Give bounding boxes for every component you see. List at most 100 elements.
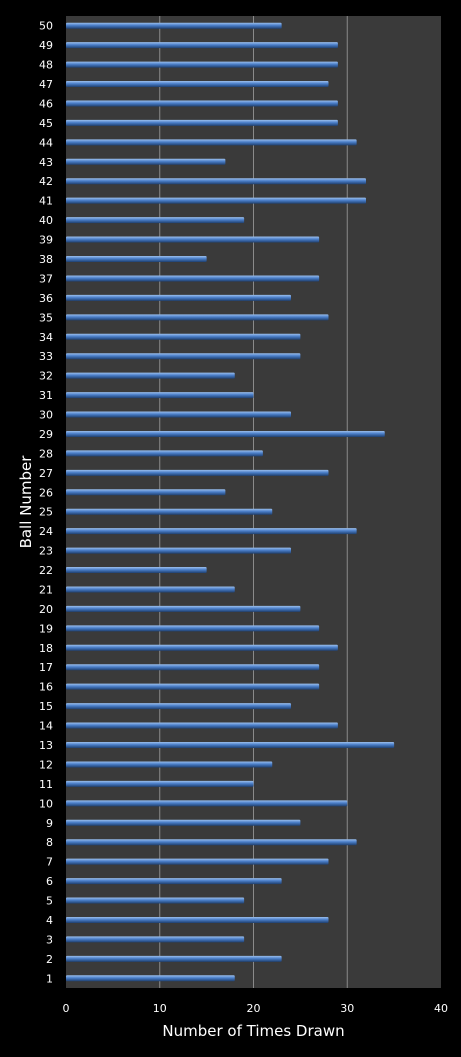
y-tick-label: 27: [39, 467, 53, 480]
y-tick-label: 36: [39, 292, 53, 305]
y-tick-label: 37: [39, 272, 53, 285]
y-tick-label: 46: [39, 97, 53, 110]
bar: [66, 333, 301, 340]
bar: [66, 916, 329, 923]
y-tick-label: 50: [39, 20, 53, 33]
bar: [66, 61, 338, 68]
y-tick-label: 48: [39, 59, 53, 72]
y-tick-label: 20: [39, 603, 53, 616]
y-tick-labels: 1234567891011121314151617181920212223242…: [39, 20, 53, 986]
bar: [66, 42, 338, 49]
y-tick-label: 28: [39, 447, 53, 460]
x-tick-label: 30: [340, 1002, 354, 1015]
y-tick-label: 26: [39, 486, 53, 499]
y-tick-label: 43: [39, 156, 53, 169]
bar: [66, 314, 329, 321]
bar: [66, 489, 226, 496]
bar: [66, 178, 366, 185]
y-tick-label: 41: [39, 195, 53, 208]
bar: [66, 392, 254, 399]
y-tick-label: 42: [39, 175, 53, 188]
y-tick-label: 15: [39, 700, 53, 713]
y-tick-label: 44: [39, 136, 53, 149]
bar: [66, 411, 291, 418]
y-tick-label: 34: [39, 331, 53, 344]
y-tick-label: 31: [39, 389, 53, 402]
bar: [66, 139, 357, 146]
bar: [66, 294, 291, 301]
y-tick-label: 6: [46, 875, 53, 888]
y-tick-label: 16: [39, 681, 53, 694]
y-tick-label: 5: [46, 895, 53, 908]
y-tick-label: 12: [39, 758, 53, 771]
bar: [66, 878, 282, 885]
bar: [66, 469, 329, 476]
y-tick-label: 14: [39, 720, 53, 733]
y-tick-label: 4: [46, 914, 53, 927]
bar: [66, 780, 254, 787]
y-tick-label: 40: [39, 214, 53, 227]
y-axis-title: Ball Number: [17, 455, 35, 549]
bar: [66, 508, 273, 515]
y-tick-label: 24: [39, 525, 53, 538]
bar: [66, 528, 357, 535]
y-tick-label: 23: [39, 545, 53, 558]
bar: [66, 605, 301, 612]
y-tick-label: 9: [46, 817, 53, 830]
bar: [66, 625, 320, 632]
bar: [66, 644, 338, 651]
y-tick-label: 11: [39, 778, 53, 791]
y-tick-label: 17: [39, 661, 53, 674]
bar: [66, 158, 226, 165]
x-tick-label: 10: [153, 1002, 167, 1015]
y-tick-label: 2: [46, 953, 53, 966]
y-tick-label: 13: [39, 739, 53, 752]
bar: [66, 236, 320, 243]
bar: [66, 664, 320, 671]
y-tick-label: 32: [39, 370, 53, 383]
y-tick-label: 21: [39, 583, 53, 596]
bar: [66, 955, 282, 962]
y-tick-label: 29: [39, 428, 53, 441]
y-tick-label: 33: [39, 350, 53, 363]
x-tick-labels: 0 10 20 30 40: [63, 1002, 449, 1015]
bar: [66, 703, 291, 710]
bar: [66, 819, 301, 826]
y-tick-label: 49: [39, 39, 53, 52]
bar: [66, 683, 320, 690]
y-tick-label: 8: [46, 836, 53, 849]
bar: [66, 936, 245, 943]
x-axis-title: Number of Times Drawn: [162, 1022, 344, 1040]
y-tick-label: 3: [46, 933, 53, 946]
bar: [66, 100, 338, 107]
bar: [66, 722, 338, 729]
bar: [66, 197, 366, 204]
bar: [66, 547, 291, 554]
y-tick-label: 1: [46, 972, 53, 985]
y-tick-label: 38: [39, 253, 53, 266]
bar: [66, 430, 385, 437]
bar: [66, 839, 357, 846]
y-tick-label: 45: [39, 117, 53, 130]
x-tick-label: 0: [63, 1002, 70, 1015]
bar: [66, 22, 282, 29]
bar: [66, 119, 338, 126]
bar: [66, 586, 235, 593]
y-tick-label: 22: [39, 564, 53, 577]
y-tick-label: 19: [39, 622, 53, 635]
bars: [66, 22, 395, 982]
y-tick-label: 7: [46, 856, 53, 869]
bar: [66, 353, 301, 360]
gridlines: [159, 16, 348, 988]
bar: [66, 275, 320, 282]
bar: [66, 567, 207, 574]
x-tick-label: 40: [434, 1002, 448, 1015]
bar: [66, 800, 348, 807]
y-tick-label: 30: [39, 409, 53, 422]
bar: [66, 450, 263, 457]
y-tick-label: 35: [39, 311, 53, 324]
bar: [66, 81, 329, 88]
bar: [66, 742, 395, 748]
